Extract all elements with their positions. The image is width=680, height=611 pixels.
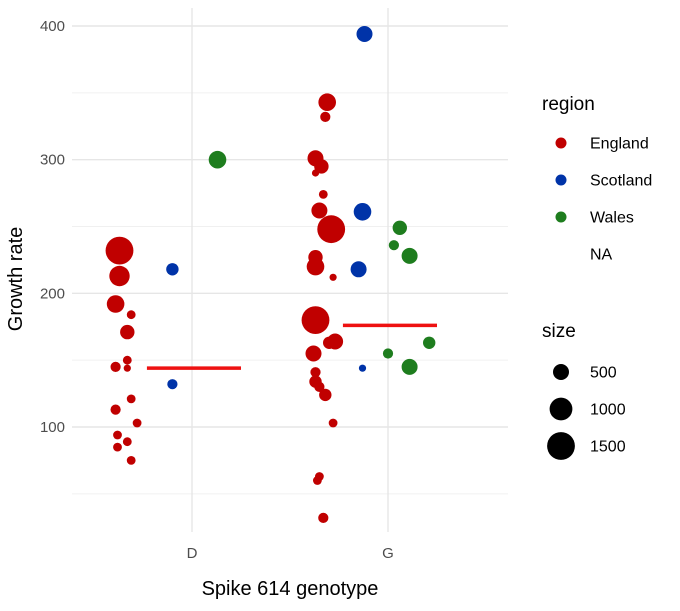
data-point bbox=[126, 456, 136, 465]
data-point bbox=[311, 169, 320, 177]
median-lines bbox=[146, 323, 437, 370]
legend-size-key bbox=[549, 397, 573, 421]
data-point bbox=[318, 190, 328, 199]
data-point bbox=[105, 236, 134, 265]
data-point bbox=[423, 336, 436, 349]
y-tick-label: 100 bbox=[40, 419, 65, 436]
legend-region-title: region bbox=[542, 94, 595, 115]
y-tick-label: 200 bbox=[40, 285, 65, 302]
data-point bbox=[132, 418, 142, 428]
data-point bbox=[320, 111, 331, 122]
legend-region-label: England bbox=[590, 136, 649, 153]
legend-region-label: NA bbox=[590, 247, 613, 264]
data-point bbox=[356, 26, 373, 42]
x-tick-label: D bbox=[187, 545, 198, 562]
data-point bbox=[310, 367, 321, 378]
legend-size-label: 1000 bbox=[590, 402, 626, 419]
data-point bbox=[318, 93, 337, 111]
legend-region-label: Scotland bbox=[590, 173, 652, 190]
legend-size-items: 500 1000 1500 bbox=[547, 364, 626, 460]
data-point bbox=[122, 355, 132, 365]
data-point bbox=[314, 159, 329, 174]
y-axis-title: Growth rate bbox=[5, 227, 27, 331]
data-point bbox=[301, 306, 330, 334]
data-point bbox=[358, 364, 367, 372]
data-point bbox=[311, 202, 328, 219]
data-point bbox=[166, 263, 179, 276]
data-point bbox=[167, 379, 178, 390]
data-point bbox=[328, 418, 338, 428]
data-point bbox=[109, 265, 130, 287]
x-tick-label: G bbox=[382, 545, 394, 562]
legend-region-key bbox=[555, 174, 567, 186]
data-point bbox=[318, 512, 329, 524]
data-point bbox=[401, 358, 418, 375]
data-point bbox=[314, 381, 325, 392]
data-point bbox=[126, 394, 136, 404]
legend-size-label: 500 bbox=[590, 365, 617, 382]
data-point bbox=[126, 310, 136, 320]
x-axis-title: Spike 614 genotype bbox=[202, 578, 379, 600]
data-point bbox=[329, 273, 337, 281]
data-point bbox=[353, 203, 372, 221]
y-axis-ticks: 100 200 300 400 bbox=[40, 18, 65, 436]
data-point bbox=[319, 388, 332, 402]
data-point bbox=[388, 240, 399, 251]
legend-size-label: 1500 bbox=[590, 439, 626, 456]
data-point bbox=[313, 476, 322, 485]
data-point bbox=[106, 295, 125, 313]
data-point bbox=[113, 430, 122, 440]
data-point bbox=[392, 220, 407, 235]
legend-region-items: England Scotland Wales NA bbox=[555, 136, 652, 264]
data-point bbox=[123, 364, 131, 372]
data-point bbox=[306, 257, 325, 276]
data-point bbox=[305, 345, 322, 362]
data-point bbox=[113, 442, 122, 452]
y-tick-label: 300 bbox=[40, 152, 65, 169]
data-point bbox=[350, 261, 367, 278]
data-points bbox=[105, 26, 436, 524]
data-point bbox=[401, 247, 418, 264]
data-point bbox=[208, 150, 227, 169]
data-point bbox=[382, 348, 394, 359]
data-point bbox=[110, 361, 121, 372]
data-point bbox=[120, 324, 135, 340]
data-point bbox=[122, 437, 132, 447]
legend-region-key bbox=[555, 211, 567, 223]
data-point bbox=[317, 215, 346, 244]
legend-size-key bbox=[547, 432, 575, 460]
legend-size-key bbox=[553, 364, 569, 380]
legend-size-title: size bbox=[542, 321, 576, 342]
legend-region-label: Wales bbox=[590, 210, 634, 227]
grid-lines bbox=[72, 8, 508, 532]
data-point bbox=[323, 336, 336, 349]
legend-region-key bbox=[555, 137, 567, 149]
data-point bbox=[110, 404, 121, 415]
y-tick-label: 400 bbox=[40, 18, 65, 35]
legend: region England Scotland Wales NA size 500 10… bbox=[542, 94, 652, 460]
